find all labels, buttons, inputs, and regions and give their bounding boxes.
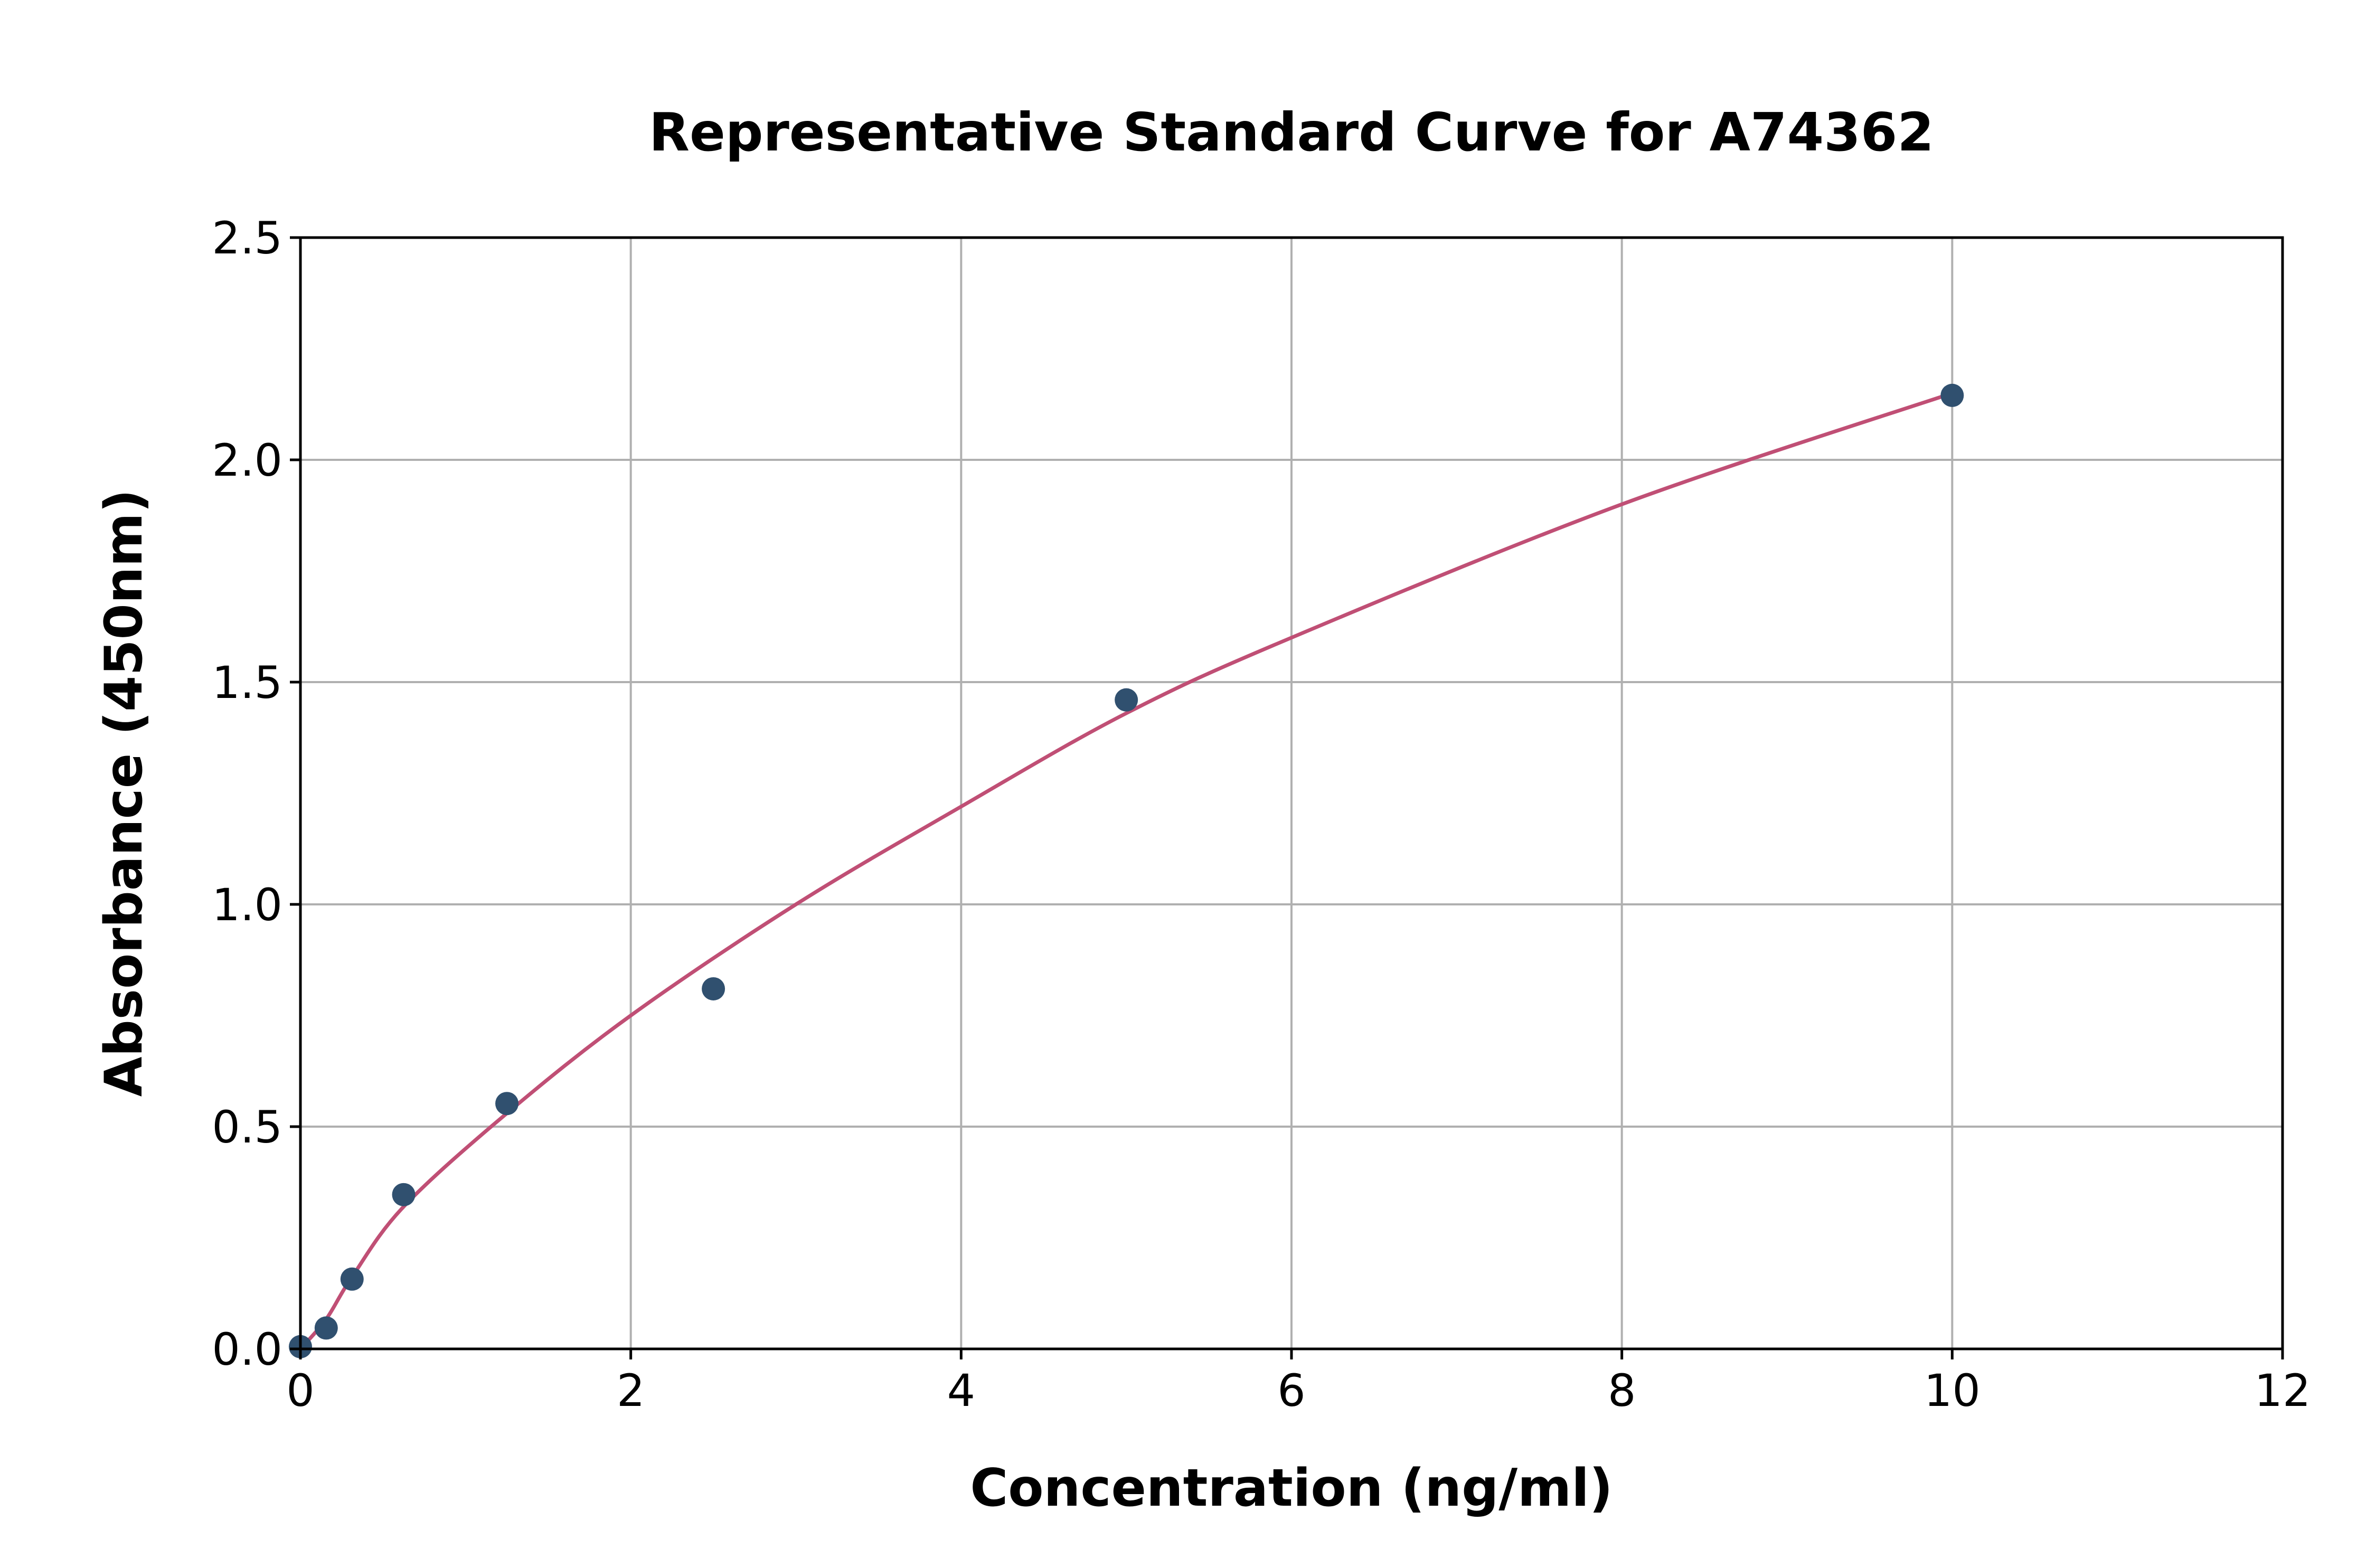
fit-curve	[299, 391, 1953, 1350]
y-tick-label: 2.5	[212, 212, 282, 264]
x-tick-label: 12	[2255, 1365, 2311, 1416]
data-point	[314, 1316, 338, 1340]
chart-title: Representative Standard Curve for A74362	[649, 101, 1934, 163]
fit-curve-layer	[299, 391, 1953, 1350]
data-point	[392, 1183, 416, 1206]
x-tick-label: 2	[617, 1365, 645, 1416]
y-tick-label: 0.0	[212, 1324, 282, 1375]
x-axis-label: Concentration (ng/ml)	[970, 1458, 1613, 1518]
data-point	[495, 1092, 519, 1116]
data-point	[702, 977, 725, 1000]
x-tick-label: 10	[1924, 1365, 1981, 1416]
data-point	[1940, 383, 1964, 407]
ticks: 0 2 4 6 8 10 12 0.0 0.5 1.0 1.5 2.0 2.5	[212, 212, 2311, 1416]
x-tick-label: 4	[947, 1365, 975, 1416]
y-tick-label: 1.5	[212, 657, 282, 709]
x-tick-label: 8	[1608, 1365, 1636, 1416]
y-tick-label: 0.5	[212, 1101, 282, 1153]
y-tick-label: 1.0	[212, 879, 282, 931]
x-tick-label: 0	[286, 1365, 314, 1416]
y-axis-label: Absorbance (450nm)	[94, 489, 154, 1097]
x-tick-label: 6	[1277, 1365, 1305, 1416]
data-points-layer	[289, 383, 1964, 1358]
data-point	[1115, 688, 1138, 712]
data-point	[340, 1267, 364, 1291]
y-tick-label: 2.0	[212, 434, 282, 486]
